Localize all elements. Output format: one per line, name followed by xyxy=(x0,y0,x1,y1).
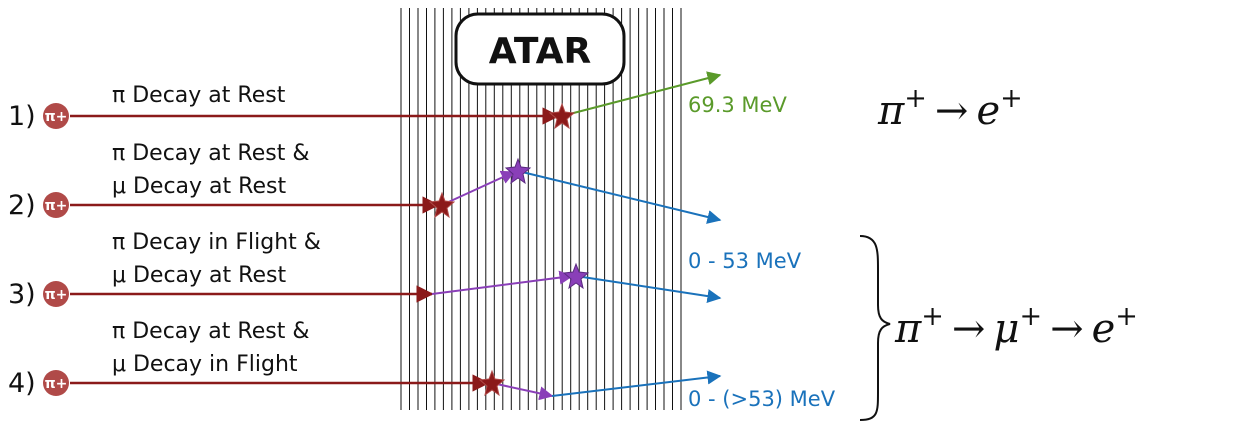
pion-marker xyxy=(43,103,69,129)
muon-track xyxy=(491,382,554,401)
pion-decay-vertex xyxy=(548,102,576,130)
channel-1: 1) π+ π Decay at Rest xyxy=(8,71,722,132)
pion-label: π+ xyxy=(45,198,68,214)
formula-pion-to-positron: π+ → e+ xyxy=(877,83,1023,134)
pion-label: π+ xyxy=(45,109,68,125)
energy-label-0-53-mev: 0 - 53 MeV xyxy=(688,249,802,273)
channel-2: 2) π+ π Decay at Rest & μ Decay at Rest xyxy=(8,141,722,224)
pion-marker xyxy=(43,192,69,218)
channel-label-line1: π Decay in Flight & xyxy=(112,230,321,255)
channel-4: 4) π+ π Decay at Rest & μ Decay in Fligh… xyxy=(8,319,722,401)
formula-pion-to-muon-to-positron: π+ → μ+ → e+ xyxy=(894,301,1138,352)
channel-index: 3) xyxy=(8,279,36,310)
channel-index: 4) xyxy=(8,368,36,399)
channel-index: 1) xyxy=(8,101,36,132)
channel-label-line1: π Decay at Rest xyxy=(112,83,286,108)
pion-label: π+ xyxy=(45,376,68,392)
pion-marker xyxy=(43,370,69,396)
pion-decay-vertex xyxy=(478,369,506,397)
muon-decay-vertex xyxy=(562,262,590,290)
positron-track xyxy=(575,275,722,304)
channel-label-line2: μ Decay at Rest xyxy=(112,263,286,288)
muon-decay-vertex xyxy=(504,157,532,185)
positron-track xyxy=(551,370,722,397)
positron-track xyxy=(561,71,722,117)
atar-title: ATAR xyxy=(489,31,591,72)
pion-marker xyxy=(43,281,69,307)
pion-label: π+ xyxy=(45,287,68,303)
channel-3: 3) π+ π Decay in Flight & μ Decay at Res… xyxy=(8,230,722,310)
channel-label-line2: μ Decay at Rest xyxy=(112,174,286,199)
atar-title-box: ATAR xyxy=(454,12,626,86)
pion-decay-vertex xyxy=(428,191,456,219)
channel-label-line2: μ Decay in Flight xyxy=(112,352,298,377)
energy-label-0-gt53-mev: 0 - (>53) MeV xyxy=(688,387,836,411)
muon-track xyxy=(431,270,574,295)
channel-label-line1: π Decay at Rest & xyxy=(112,141,309,166)
channel-index: 2) xyxy=(8,190,36,221)
energy-label-69-mev: 69.3 MeV xyxy=(688,93,787,117)
positron-track xyxy=(517,170,722,224)
grouping-brace xyxy=(859,235,891,421)
muon-track xyxy=(441,170,516,206)
channel-label-line1: π Decay at Rest & xyxy=(112,319,309,344)
